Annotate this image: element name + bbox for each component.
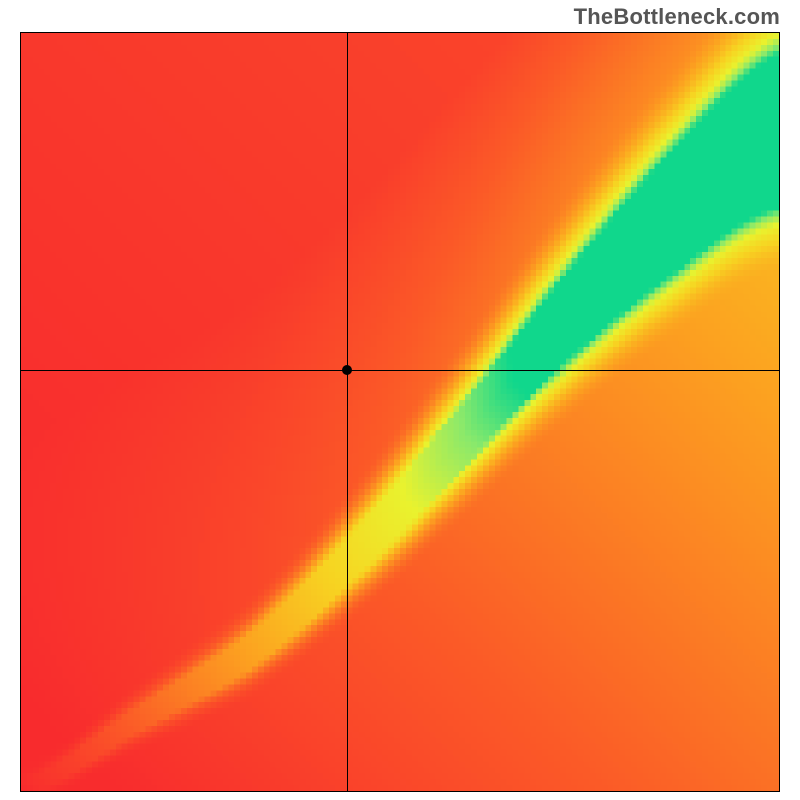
watermark-text: TheBottleneck.com [574,4,780,30]
heatmap-canvas [21,33,779,791]
crosshair-horizontal [21,370,779,371]
plot-area [20,32,780,792]
crosshair-marker [342,365,352,375]
crosshair-vertical [347,33,348,791]
